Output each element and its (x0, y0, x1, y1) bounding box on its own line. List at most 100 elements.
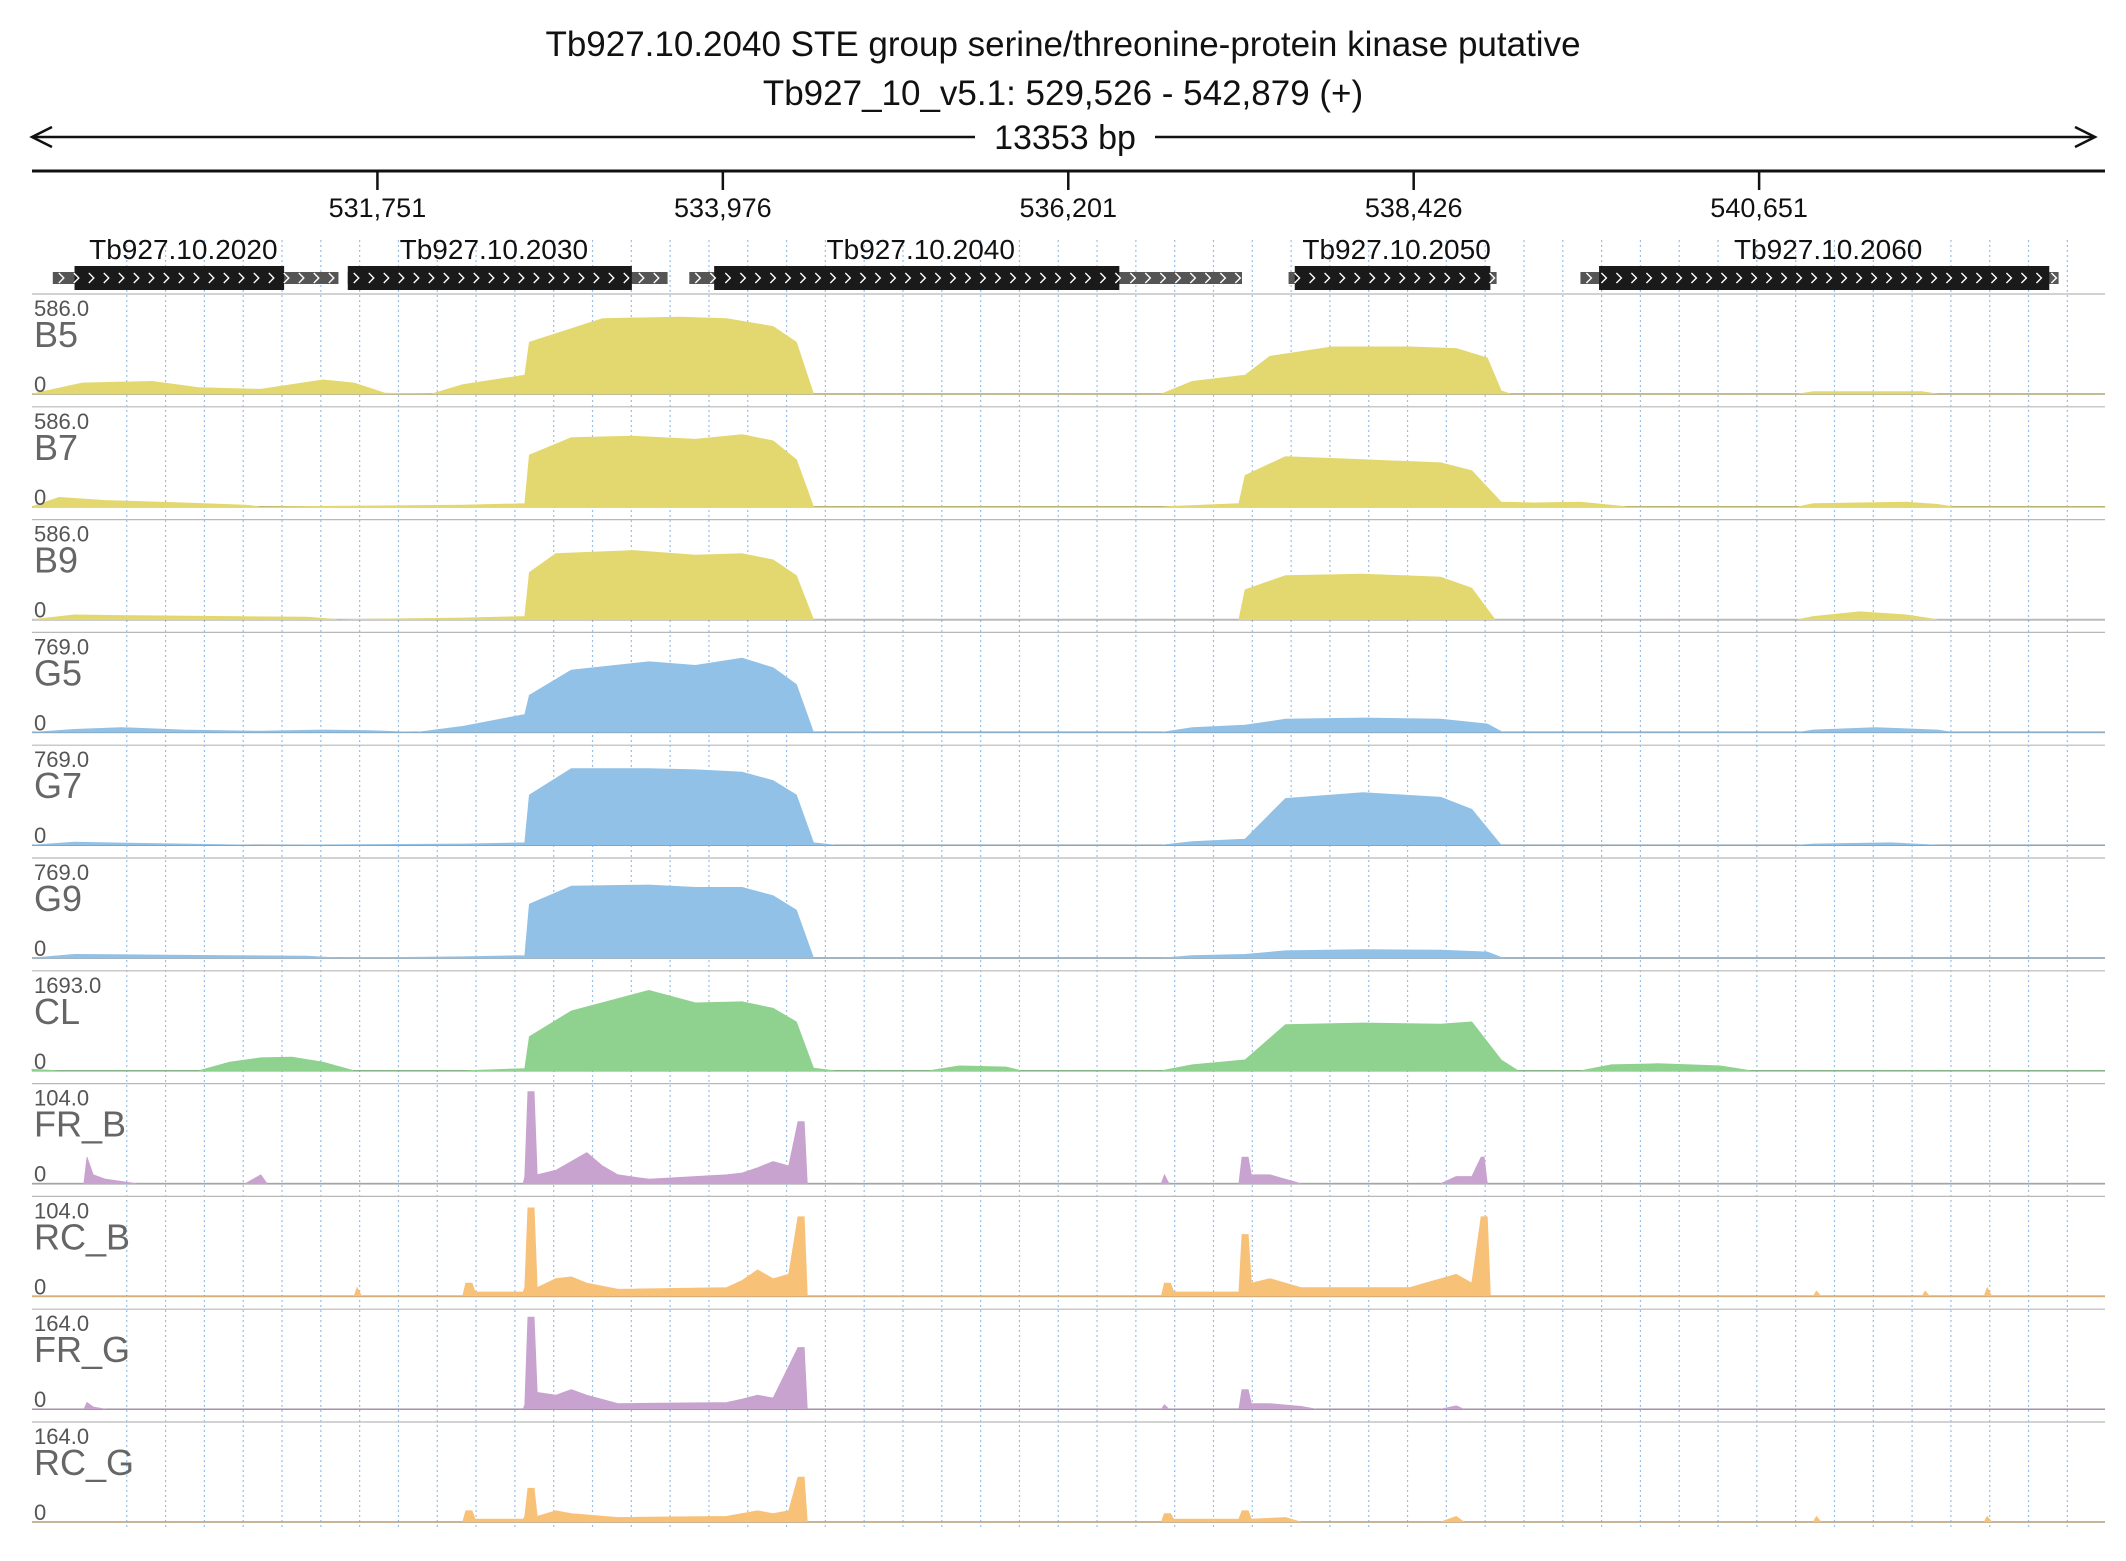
track-name-label: RC_B (34, 1216, 130, 1257)
track-name-label: B9 (34, 540, 78, 581)
strand-arrow (328, 272, 335, 284)
strand-arrow (1474, 272, 1481, 284)
region-subtitle: Tb927_10_v5.1: 529,526 - 542,879 (+) (762, 74, 1364, 113)
strand-arrow (1024, 272, 1032, 284)
strand-arrow (223, 272, 230, 284)
x-tick-label: 533,976 (674, 193, 772, 223)
strand-arrow (1795, 272, 1803, 284)
x-tick-label: 540,651 (1710, 193, 1808, 223)
track-min-label: 0 (34, 485, 46, 510)
strand-arrow (1354, 272, 1361, 284)
strand-arrow (1339, 272, 1346, 284)
strand-arrow (563, 272, 570, 284)
strand-arrow (889, 272, 897, 284)
coverage-area-b7 (31, 434, 2105, 508)
strand-arrow (208, 272, 215, 284)
track-min-label: 0 (34, 372, 46, 397)
strand-arrow (1945, 272, 1953, 284)
strand-arrow (1114, 272, 1122, 284)
strand-arrow (1069, 272, 1077, 284)
scale-bar: 13353 bp (29, 119, 2105, 173)
gene-label: Tb927.10.2050 (1302, 234, 1490, 265)
strand-arrow (964, 272, 972, 284)
track-name-label: B7 (34, 427, 78, 468)
strand-arrow (488, 272, 495, 284)
strand-arrow (313, 272, 320, 284)
track-max-label: 164.0 (34, 1311, 89, 1336)
strand-arrow (1600, 272, 1608, 284)
strand-arrow (503, 272, 510, 284)
strand-arrow (593, 272, 600, 284)
strand-arrow (1084, 272, 1092, 284)
coverage-area-g5 (31, 657, 2105, 733)
track-min-label: 0 (34, 1500, 46, 1525)
track-name-label: FR_G (34, 1329, 130, 1370)
track-name-label: G9 (34, 878, 82, 919)
strand-arrow (1399, 272, 1406, 284)
strand-arrow (1885, 272, 1893, 284)
track-name-label: G5 (34, 652, 82, 693)
strand-arrow (638, 272, 645, 284)
strand-arrow (844, 272, 852, 284)
strand-arrow (1660, 272, 1668, 284)
strand-arrow (784, 272, 792, 284)
strand-arrow (1720, 272, 1728, 284)
strand-arrow (548, 272, 555, 284)
strand-arrow (458, 272, 465, 284)
strand-arrow (1735, 272, 1743, 284)
strand-arrow (1855, 272, 1863, 284)
track-min-label: 0 (34, 1162, 46, 1187)
strand-arrow (238, 272, 245, 284)
strand-arrow (709, 272, 717, 284)
strand-arrow (1459, 272, 1466, 284)
track-max-label: 586.0 (34, 409, 89, 434)
gene-annotation-track: Tb927.10.2020 Tb927.10.2030 Tb927.10.2040 T… (52, 234, 2059, 290)
strand-arrow (1429, 272, 1436, 284)
coverage-area-b5 (31, 316, 2105, 395)
span-arrow-head-left (29, 125, 53, 149)
strand-arrow (769, 272, 777, 284)
coverage-area-b9 (31, 550, 2105, 621)
strand-arrow (443, 272, 450, 284)
strand-arrow (1174, 272, 1182, 284)
gene-cds-box (714, 266, 1120, 290)
gene-label: Tb927.10.2060 (1734, 234, 1922, 265)
strand-arrow (533, 272, 540, 284)
strand-arrow (103, 272, 110, 284)
track-max-label: 164.0 (34, 1424, 89, 1449)
grid-layer (126, 240, 2068, 1528)
track-min-label: 0 (34, 1274, 46, 1299)
strand-arrow (1294, 272, 1301, 284)
strand-arrow (193, 272, 200, 284)
strand-arrow (694, 272, 702, 284)
strand-arrow (2020, 272, 2028, 284)
strand-arrow (1144, 272, 1152, 284)
strand-arrow (178, 272, 185, 284)
strand-arrow (994, 272, 1002, 284)
track-max-label: 104.0 (34, 1198, 89, 1223)
x-tick-label: 538,426 (1365, 193, 1463, 223)
strand-arrow (1750, 272, 1758, 284)
strand-arrow (829, 272, 837, 284)
strand-arrow (298, 272, 305, 284)
strand-arrow (1915, 272, 1923, 284)
coverage-area-g7 (31, 768, 2105, 846)
strand-arrow (148, 272, 155, 284)
strand-arrow (1219, 272, 1227, 284)
track-min-label: 0 (34, 598, 46, 623)
strand-arrow (1009, 272, 1017, 284)
strand-arrow (353, 272, 360, 284)
strand-arrow (1444, 272, 1451, 284)
gene-cds-box (74, 266, 285, 290)
track-max-label: 586.0 (34, 296, 89, 321)
strand-arrow (1630, 272, 1638, 284)
strand-arrow (1765, 272, 1773, 284)
strand-arrow (1234, 272, 1242, 284)
strand-arrow (1975, 272, 1983, 284)
coverage-area-g9 (31, 884, 2105, 959)
strand-arrow (904, 272, 912, 284)
track-min-label: 0 (34, 1387, 46, 1412)
strand-arrow (1204, 272, 1212, 284)
strand-arrow (1900, 272, 1908, 284)
